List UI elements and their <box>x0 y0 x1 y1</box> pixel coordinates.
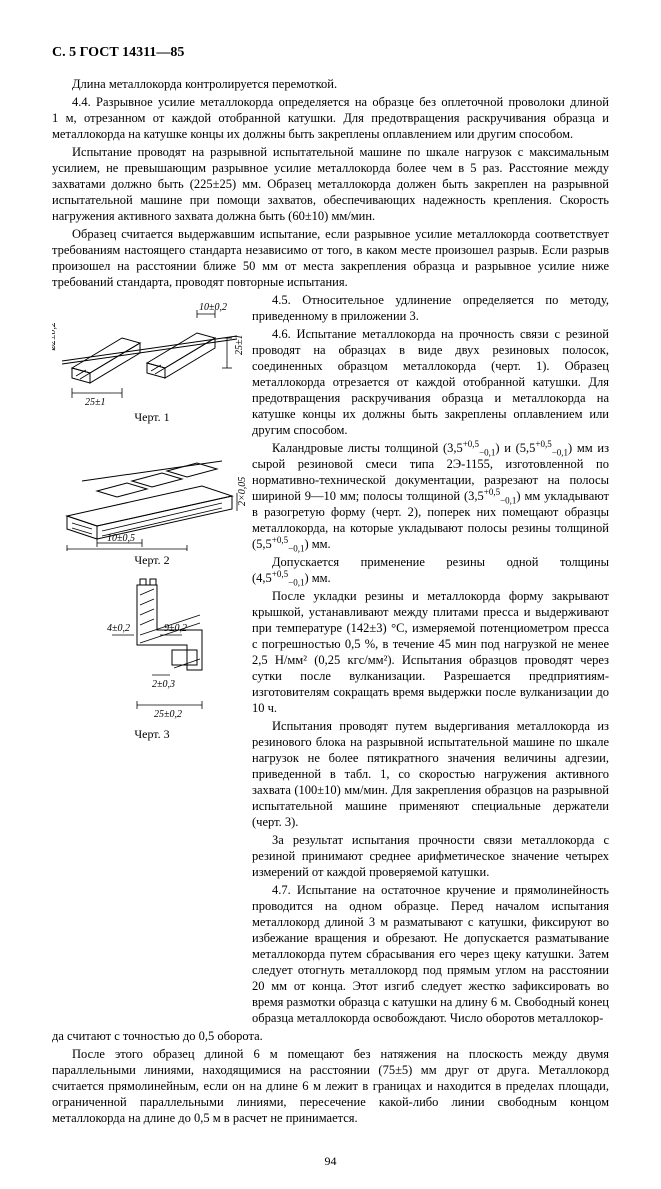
fig3-dim-a: 4±0,2 <box>107 623 130 634</box>
para-4-7-cont: да считают с точностью до 0,5 оборота. <box>52 1028 609 1044</box>
figure-3: 4±0,2 9±0,2 2±0,3 25±0,2 Черт. 3 <box>52 575 252 742</box>
fig1-dim-d: ⌀2±0,2 <box>52 322 58 351</box>
para-4-6a: 4.6. Испытание металлокорда на прочность… <box>252 326 609 438</box>
fig3-dim-b: 9±0,2 <box>164 623 187 634</box>
para-4-6d: После укладки резины и металлокорда форм… <box>252 588 609 716</box>
para-4-6e: Испытания проводят путем выдергивания ме… <box>252 718 609 830</box>
para-4-7b: После этого образец длиной 6 м помещают … <box>52 1046 609 1126</box>
para-4-6c: Допускается применение резины одной толщ… <box>252 554 609 586</box>
figure-1: 10±0,2 ⌀2±0,2 25±1 25±1 Черт. 1 <box>52 298 252 425</box>
para-4-6f: За результат испытания прочности связи м… <box>252 832 609 880</box>
para-4-4: 4.4. Разрывное усилие металлокорда опред… <box>52 94 609 142</box>
para-4-7a: 4.7. Испытание на остаточное кручение и … <box>252 882 609 1026</box>
fig1-dim-h: 25±1 <box>234 334 245 355</box>
figure-column: 10±0,2 ⌀2±0,2 25±1 25±1 Черт. 1 <box>52 292 252 746</box>
fig3-dim-c: 2±0,3 <box>152 679 175 690</box>
fig1-dim-t: 10±0,2 <box>199 302 227 313</box>
page-number: 94 <box>52 1154 609 1169</box>
fig2-dim-w1: 10±0,5 <box>107 533 135 544</box>
para-4-4c: Образец считается выдержавшим испытание,… <box>52 226 609 290</box>
figure-3-caption: Черт. 3 <box>52 727 252 742</box>
para-4-3-end: Длина металлокорда контролируется перемо… <box>52 76 609 92</box>
fig2-dim-h: 2×0,05 <box>237 477 247 506</box>
figure-2-caption: Черт. 2 <box>52 553 252 568</box>
fig3-dim-d: 25±0,2 <box>154 709 182 720</box>
para-4-5: 4.5. Относительное удлинение определяетс… <box>252 292 609 324</box>
figure-2: 10±0,5 35±0,75 2×0,05 Черт. 2 <box>52 431 252 568</box>
fig1-dim-w: 25±1 <box>85 397 106 408</box>
page-header: С. 5 ГОСТ 14311—85 <box>52 44 609 62</box>
para-4-4b: Испытание проводят на разрывной испытате… <box>52 144 609 224</box>
figure-1-caption: Черт. 1 <box>52 410 252 425</box>
right-column: 4.5. Относительное удлинение определяетс… <box>252 292 609 1026</box>
para-4-6b: Каландровые листы толщиной (3,5+0,5−0,1)… <box>252 440 609 552</box>
